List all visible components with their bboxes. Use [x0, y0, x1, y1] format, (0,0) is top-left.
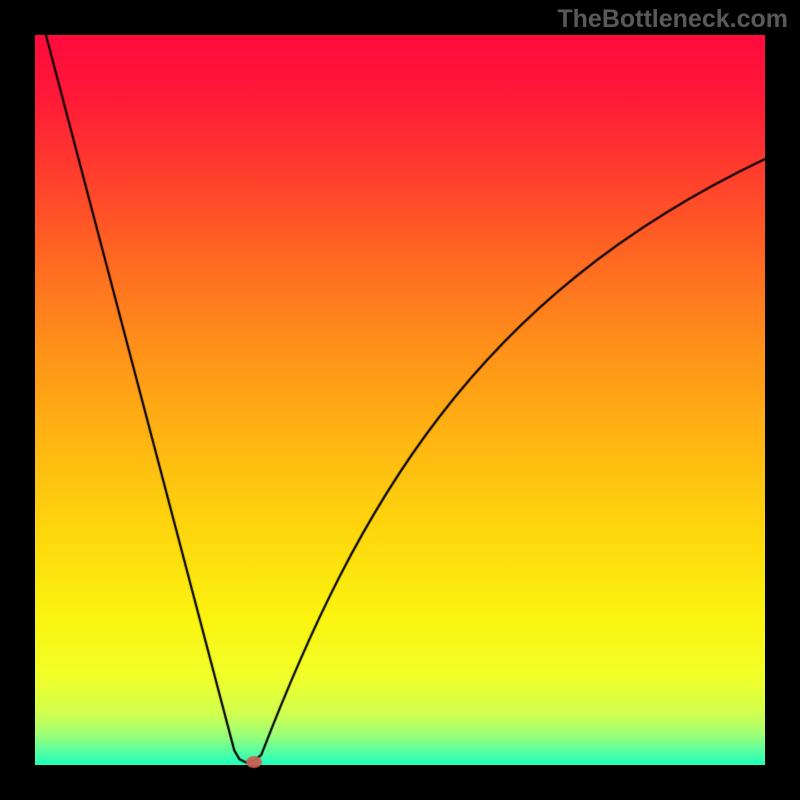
watermark-text: TheBottleneck.com [557, 5, 788, 34]
chart-container: TheBottleneck.com [0, 0, 800, 800]
curve-layer [0, 0, 800, 800]
